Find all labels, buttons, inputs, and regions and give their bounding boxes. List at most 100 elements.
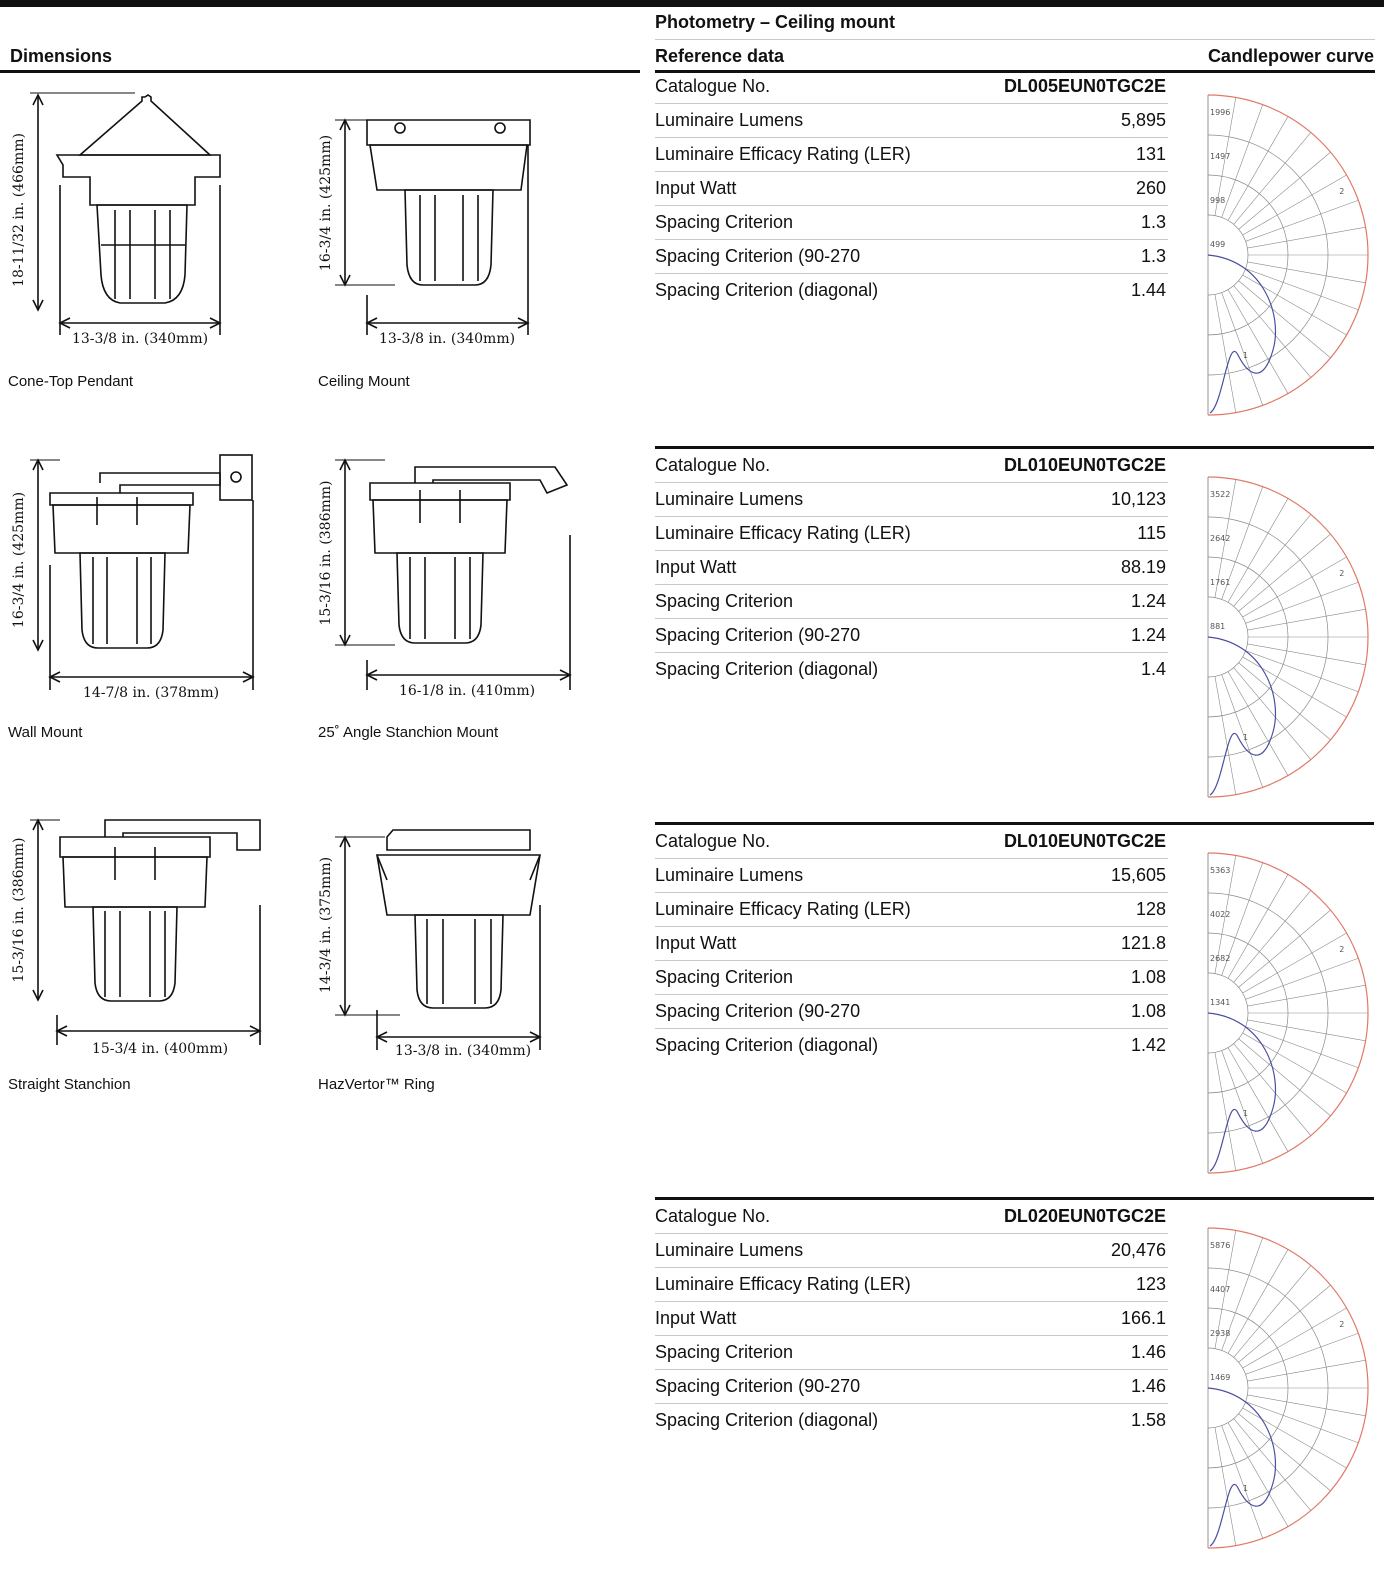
polar-grid: 5876 4407 2938 1469 2 1 (1207, 1227, 1369, 1549)
polar-spoke (1238, 1413, 1331, 1492)
polar-tick-label: 881 (1210, 622, 1225, 631)
curve-label-1: 1 (1243, 1484, 1248, 1493)
polar-ring (1207, 214, 1249, 296)
polar-spoke (1245, 1026, 1359, 1069)
polar-spoke (1242, 556, 1347, 618)
candlepower-curve-2: 3522 2642 1761 881 2 1 (1203, 472, 1373, 802)
polar-ring (1207, 596, 1249, 678)
catalogue-number: DL010EUN0TGC2E (1003, 455, 1166, 475)
table-row: Input Watt 88.19 (655, 551, 1168, 585)
polar-spoke (1247, 1394, 1366, 1417)
straight-stanchion-height-label: 15-3/16 in. (386mm) (11, 837, 27, 982)
polar-spoke (1233, 285, 1312, 378)
polar-spoke (1227, 1047, 1289, 1152)
polar-spoke (1227, 1422, 1289, 1527)
curve-label-1: 1 (1243, 733, 1248, 742)
wall-mount-drawing: 16-3/4 in. (425mm) 14-7/8 in. (378mm) (5, 445, 285, 745)
polar-spoke (1238, 151, 1331, 230)
candlepower-rule-4 (1168, 1197, 1374, 1200)
curve-label-2: 2 (1339, 1320, 1344, 1329)
polar-tick-label: 2642 (1210, 534, 1230, 543)
table-row: Luminaire Lumens 15,605 (655, 859, 1168, 893)
polar-spoke (1247, 608, 1366, 631)
table-row: Spacing Criterion (diagonal) 1.42 (655, 1035, 1166, 1055)
ceiling-mount-width-label: 13-3/8 in. (340mm) (379, 331, 515, 347)
table-row: Spacing Criterion (90-270 1.08 (655, 995, 1168, 1029)
candlepower-curve-1: 1996 1497 998 499 2 1 (1203, 90, 1373, 420)
cone-top-pendant-width-label: 13-3/8 in. (340mm) (72, 331, 208, 347)
polar-grid: 1996 1497 998 499 2 1 (1207, 94, 1369, 416)
polar-spoke (1247, 226, 1366, 249)
table-row: Input Watt 260 (655, 172, 1168, 206)
table-row: Catalogue No. DL005EUN0TGC2E (655, 70, 1168, 104)
top-rule (0, 0, 1384, 7)
catalogue-number: DL005EUN0TGC2E (1003, 76, 1166, 96)
polar-spoke (1227, 671, 1289, 776)
straight-stanchion-caption: Straight Stanchion (8, 1076, 131, 1093)
polar-spoke (1221, 674, 1264, 788)
catalogue-number: DL020EUN0TGC2E (1003, 1206, 1166, 1226)
straight-stanchion-drawing: 15-3/16 in. (386mm) 15-3/4 in. (400mm) (5, 805, 285, 1105)
polar-spoke (1227, 874, 1289, 979)
wall-mount-caption: Wall Mount (8, 724, 83, 741)
polar-spoke (1247, 1359, 1366, 1382)
polar-spoke (1214, 1230, 1237, 1349)
wall-mount-width-label: 14-7/8 in. (378mm) (83, 685, 219, 701)
ceiling-mount-height-label: 16-3/4 in. (425mm) (318, 135, 334, 271)
polar-spoke (1221, 292, 1264, 406)
polar-ring (1207, 972, 1249, 1054)
cone-top-pendant-height-label: 18-11/32 in. (466mm) (11, 133, 27, 287)
polar-spoke (1233, 514, 1312, 607)
table-row: Spacing Criterion 1.08 (655, 961, 1168, 995)
candlepower-rule-2 (1168, 446, 1374, 449)
table-row: Catalogue No. DL010EUN0TGC2E (655, 825, 1168, 859)
dimensions-header-rule (0, 70, 640, 73)
table-row: Luminaire Lumens 10,123 (655, 483, 1168, 517)
polar-grid: 5363 4022 2682 1341 2 1 (1207, 852, 1369, 1174)
polar-spoke (1247, 1019, 1366, 1042)
angle-stanchion-width-label: 16-1/8 in. (410mm) (399, 683, 535, 699)
table-row: Spacing Criterion (90-270 1.46 (655, 1370, 1168, 1404)
table-row: Spacing Criterion (90-270 1.3 (655, 240, 1168, 274)
hazvertor-ring-caption: HazVertor™ Ring (318, 1076, 435, 1093)
polar-spoke (1233, 1265, 1312, 1358)
table-row: Luminaire Lumens 20,476 (655, 1234, 1168, 1268)
polar-spoke (1245, 581, 1359, 624)
reference-data-header: Reference data (655, 46, 785, 66)
polar-spoke (1238, 909, 1331, 988)
polar-spoke (1242, 656, 1347, 718)
polar-spoke (1238, 1038, 1331, 1117)
curve-label-2: 2 (1339, 569, 1344, 578)
polar-tick-label: 2682 (1210, 954, 1230, 963)
polar-spoke (1221, 104, 1264, 218)
polar-spoke (1242, 1407, 1347, 1469)
polar-spoke (1227, 1249, 1289, 1354)
table-row: Luminaire Lumens 5,895 (655, 104, 1168, 138)
cone-top-pendant-caption: Cone-Top Pendant (8, 373, 134, 390)
polar-spoke (1245, 650, 1359, 693)
polar-spoke (1227, 498, 1289, 603)
candlepower-series (1207, 1012, 1277, 1172)
polar-spoke (1242, 1032, 1347, 1094)
candlepower-series (1207, 636, 1277, 796)
polar-spoke (1214, 294, 1237, 413)
polar-spoke (1242, 274, 1347, 336)
table-row: Spacing Criterion (90-270 1.24 (655, 619, 1168, 653)
candlepower-curve-header: Candlepower curve (1207, 46, 1374, 66)
photometry-header: Photometry – Ceiling mount (655, 12, 896, 32)
polar-tick-label: 2938 (1210, 1329, 1230, 1338)
catalogue-number: DL010EUN0TGC2E (1003, 831, 1166, 851)
candlepower-curve-3: 5363 4022 2682 1341 2 1 (1203, 848, 1373, 1178)
table-row: Luminaire Efficacy Rating (LER) 131 (655, 138, 1168, 172)
polar-tick-label: 1996 (1210, 108, 1230, 117)
polar-tick-label: 499 (1210, 240, 1225, 249)
polar-spoke (1242, 1307, 1347, 1369)
table-row: Spacing Criterion 1.24 (655, 585, 1168, 619)
curve-label-1: 1 (1243, 351, 1248, 360)
table-row: Luminaire Efficacy Rating (LER) 123 (655, 1268, 1168, 1302)
polar-spoke (1247, 261, 1366, 284)
polar-spoke (1245, 268, 1359, 311)
angle-stanchion-mount-caption: 25˚ Angle Stanchion Mount (318, 724, 499, 741)
candlepower-rule-3 (1168, 822, 1374, 825)
polar-spoke (1221, 1425, 1264, 1539)
